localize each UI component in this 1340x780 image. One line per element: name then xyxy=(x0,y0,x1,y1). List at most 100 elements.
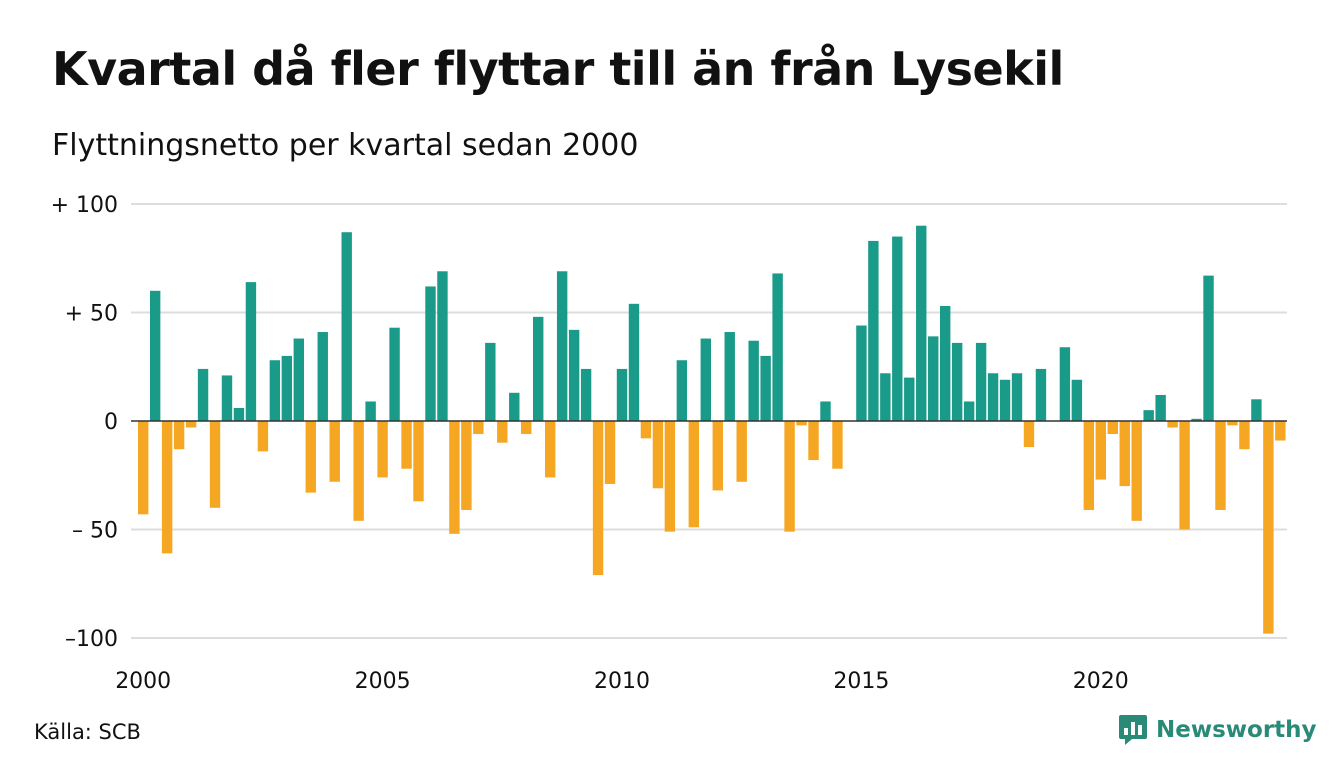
bar-positive xyxy=(269,360,281,421)
bar-positive xyxy=(233,407,245,421)
bar-negative xyxy=(784,421,795,532)
bar-negative xyxy=(1095,421,1106,480)
bar-positive xyxy=(987,373,999,421)
bar-negative xyxy=(652,421,664,489)
bar-negative xyxy=(1227,421,1238,426)
bar-negative xyxy=(1167,421,1178,428)
bar-positive xyxy=(880,373,891,421)
bar-positive xyxy=(556,271,568,421)
bar-positive xyxy=(928,336,939,421)
bar-positive xyxy=(616,368,628,421)
y-tick-label: + 100 xyxy=(51,193,118,218)
bar-negative xyxy=(1215,421,1226,510)
bar-positive xyxy=(149,290,161,421)
bar-negative xyxy=(832,421,843,469)
bar-negative xyxy=(329,421,340,482)
bar-negative xyxy=(521,421,532,435)
bar-negative xyxy=(173,421,185,450)
bar-positive xyxy=(1035,368,1047,421)
bar-negative xyxy=(305,421,316,493)
bar-positive xyxy=(748,340,759,421)
bar-positive xyxy=(389,327,400,421)
bar-negative xyxy=(461,421,472,510)
bar-positive xyxy=(904,377,915,421)
bar-positive xyxy=(916,225,927,421)
bar-negative xyxy=(808,421,819,461)
bar-positive xyxy=(999,379,1011,421)
brand-logo: Newsworthy xyxy=(1118,714,1317,746)
bar-negative xyxy=(1119,421,1130,487)
bar-negative xyxy=(796,421,807,426)
bar-negative xyxy=(353,421,364,521)
bar-negative xyxy=(185,421,197,428)
bar-positive xyxy=(245,282,257,421)
bar-positive xyxy=(820,401,831,421)
bar-positive xyxy=(568,329,580,421)
bar-positive xyxy=(1203,275,1214,421)
bar-chart-speech-bubble-icon xyxy=(1119,715,1147,745)
bar-positive xyxy=(975,342,987,421)
bar-positive xyxy=(772,273,783,421)
x-tick-label: 2010 xyxy=(594,669,650,694)
bar-positive xyxy=(856,325,867,421)
chart-subtitle: Flyttningsnetto per kvartal sedan 2000 xyxy=(52,128,639,163)
bar-positive xyxy=(533,316,544,421)
bar-positive xyxy=(485,342,496,421)
bar-positive xyxy=(760,355,771,421)
bar-negative xyxy=(1083,421,1095,510)
bar-negative xyxy=(497,421,508,443)
x-tick-label: 2005 xyxy=(355,669,411,694)
y-tick-label: + 50 xyxy=(65,302,118,327)
bar-negative xyxy=(712,421,723,491)
bar-negative xyxy=(377,421,388,478)
bar-positive xyxy=(1143,410,1154,421)
bar-negative xyxy=(401,421,412,469)
axes: + 100 + 50 0 – 50 –100 2000 2005 2010 2015 2020 xyxy=(51,193,1287,694)
gridlines xyxy=(131,203,1287,639)
bar-negative xyxy=(604,421,616,484)
bar-positive xyxy=(700,338,711,421)
bar-positive xyxy=(425,286,436,421)
bar-positive xyxy=(341,232,352,421)
bar-positive xyxy=(724,332,735,421)
y-tick-label: – 50 xyxy=(72,519,118,544)
y-tick-label: –100 xyxy=(65,627,118,652)
bar-negative xyxy=(257,421,269,452)
bar-positive xyxy=(293,338,305,421)
bar-negative xyxy=(209,421,221,508)
bar-negative xyxy=(1179,421,1190,530)
chart-title: Kvartal då fler flyttar till än från Lys… xyxy=(52,42,1064,96)
x-tick-label: 2020 xyxy=(1073,669,1129,694)
bar-negative xyxy=(138,421,149,515)
bar-positive xyxy=(317,332,328,421)
bar-negative xyxy=(1239,421,1250,450)
source-note: Källa: SCB xyxy=(34,720,141,744)
bar-positive xyxy=(1059,347,1071,421)
bar-positive xyxy=(868,240,879,421)
bar-positive xyxy=(580,368,592,421)
bar-positive xyxy=(1011,373,1023,421)
bar-positive xyxy=(1191,418,1202,421)
bar-negative xyxy=(1275,421,1286,441)
bar-positive xyxy=(509,392,520,421)
bar-negative xyxy=(640,421,652,439)
x-tick-label: 2000 xyxy=(115,669,171,694)
bar-negative xyxy=(736,421,747,482)
bar-positive xyxy=(437,271,448,421)
bar-positive xyxy=(939,305,951,421)
x-tick-label: 2015 xyxy=(833,669,889,694)
bar-positive xyxy=(892,236,903,421)
bar-positive xyxy=(365,401,376,421)
bar-negative xyxy=(473,421,484,435)
bar-positive xyxy=(628,303,640,421)
bar-positive xyxy=(963,401,975,421)
y-tick-label: 0 xyxy=(104,410,118,435)
bar-negative xyxy=(161,421,173,554)
bar-positive xyxy=(221,375,233,421)
bar-positive xyxy=(951,342,963,421)
bar-negative xyxy=(592,421,604,576)
bar-negative xyxy=(1023,421,1035,448)
bar-negative xyxy=(1107,421,1118,435)
bar-positive xyxy=(197,368,209,421)
bar-negative xyxy=(1263,421,1274,634)
